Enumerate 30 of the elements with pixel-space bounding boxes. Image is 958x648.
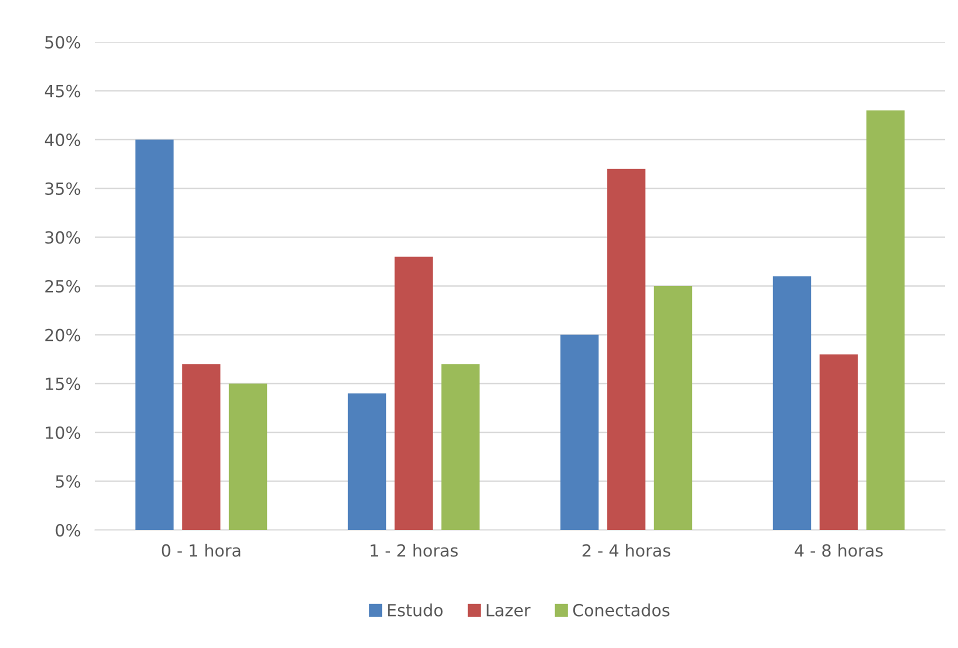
bar (866, 110, 905, 530)
y-tick-label: 20% (45, 328, 80, 342)
x-tick-label: 2 - 4 horas (582, 544, 670, 557)
bar (135, 140, 174, 530)
y-tick-label: 45% (44, 84, 80, 98)
bar (228, 384, 268, 530)
y-tick-label: 35% (45, 182, 80, 195)
y-tick-label: 30% (45, 231, 80, 244)
y-tick-label: 0% (56, 524, 80, 537)
legend-label: Estudo (388, 604, 443, 616)
bar (348, 393, 386, 530)
legend-label: Lazer (486, 604, 531, 616)
bar (441, 364, 480, 530)
y-tick-label: 15% (46, 378, 80, 390)
bar (182, 364, 220, 530)
y-tick-label: 25% (45, 280, 80, 293)
y-tick-label: 50% (45, 36, 80, 49)
bar (654, 286, 692, 530)
bar (607, 168, 646, 530)
y-tick-label: 40% (44, 134, 80, 146)
x-tick-label: 1 - 2 horas (370, 544, 458, 557)
bar (394, 256, 433, 530)
bar (772, 276, 812, 530)
bar (820, 354, 858, 530)
y-tick-label: 5% (56, 475, 80, 488)
legend-label: Conectados (573, 604, 670, 616)
bar (560, 334, 599, 530)
y-tick-label: 10% (46, 426, 80, 439)
x-tick-label: 0 - 1 hora (162, 544, 240, 557)
x-tick-label: 4 - 8 horas (794, 544, 883, 557)
